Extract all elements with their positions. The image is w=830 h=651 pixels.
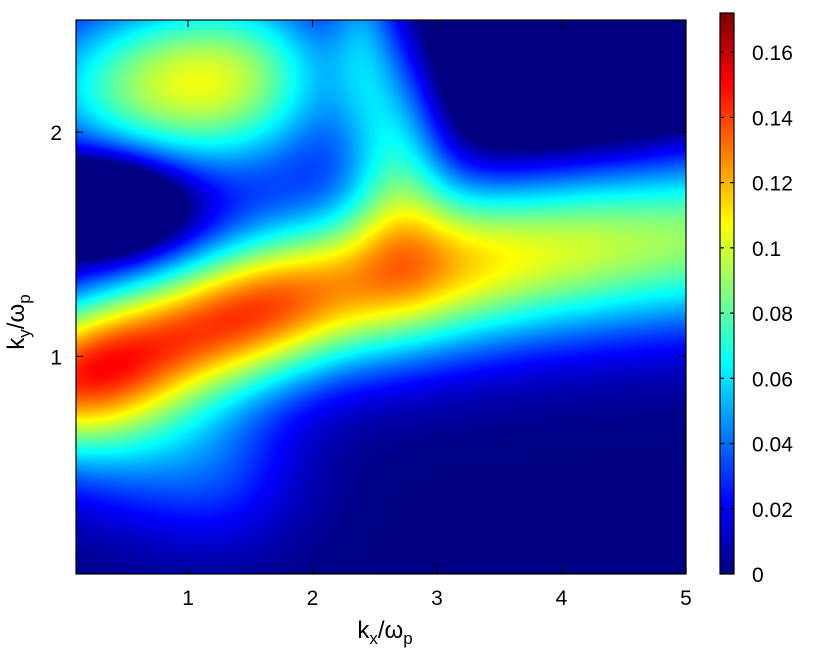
colorbar-tick-label: 0.1 <box>752 238 781 261</box>
colorbar-tick-label: 0.16 <box>752 42 793 65</box>
colorbar-frame <box>719 12 735 575</box>
colorbar: 0 0.02 0.04 0.06 0.08 0.1 0.12 0.14 0.16 <box>719 12 793 587</box>
colorbar-tick-label: 0.06 <box>752 368 793 391</box>
colorbar-tick-label: 0.04 <box>752 434 793 457</box>
x-tick-label: 4 <box>556 587 568 610</box>
colorbar-tick-label: 0.14 <box>752 107 793 130</box>
y-tick-label: 2 <box>50 122 62 145</box>
x-axis-ticks: 1 2 3 4 5 <box>182 20 692 610</box>
x-axis-label: kx/ωp <box>357 617 412 648</box>
x-tick-label: 3 <box>431 587 443 610</box>
colorbar-tick-label: 0 <box>752 564 764 587</box>
x-tick-label: 1 <box>182 587 194 610</box>
colorbar-tick-label: 0.12 <box>752 173 793 196</box>
y-axis-label: ky/ωp <box>3 294 34 349</box>
plot-frame <box>75 19 687 575</box>
y-tick-label: 1 <box>50 346 62 369</box>
x-tick-label: 2 <box>307 587 319 610</box>
colorbar-tick-label: 0.02 <box>752 499 793 522</box>
x-tick-label: 5 <box>680 587 692 610</box>
colorbar-tick-label: 0.08 <box>752 303 793 326</box>
colorbar-ticks: 0 0.02 0.04 0.06 0.08 0.1 0.12 0.14 0.16 <box>720 42 793 587</box>
colorbar-gradient <box>720 13 734 574</box>
heatmap-image <box>76 20 686 574</box>
y-axis-ticks: 12 <box>50 122 686 369</box>
